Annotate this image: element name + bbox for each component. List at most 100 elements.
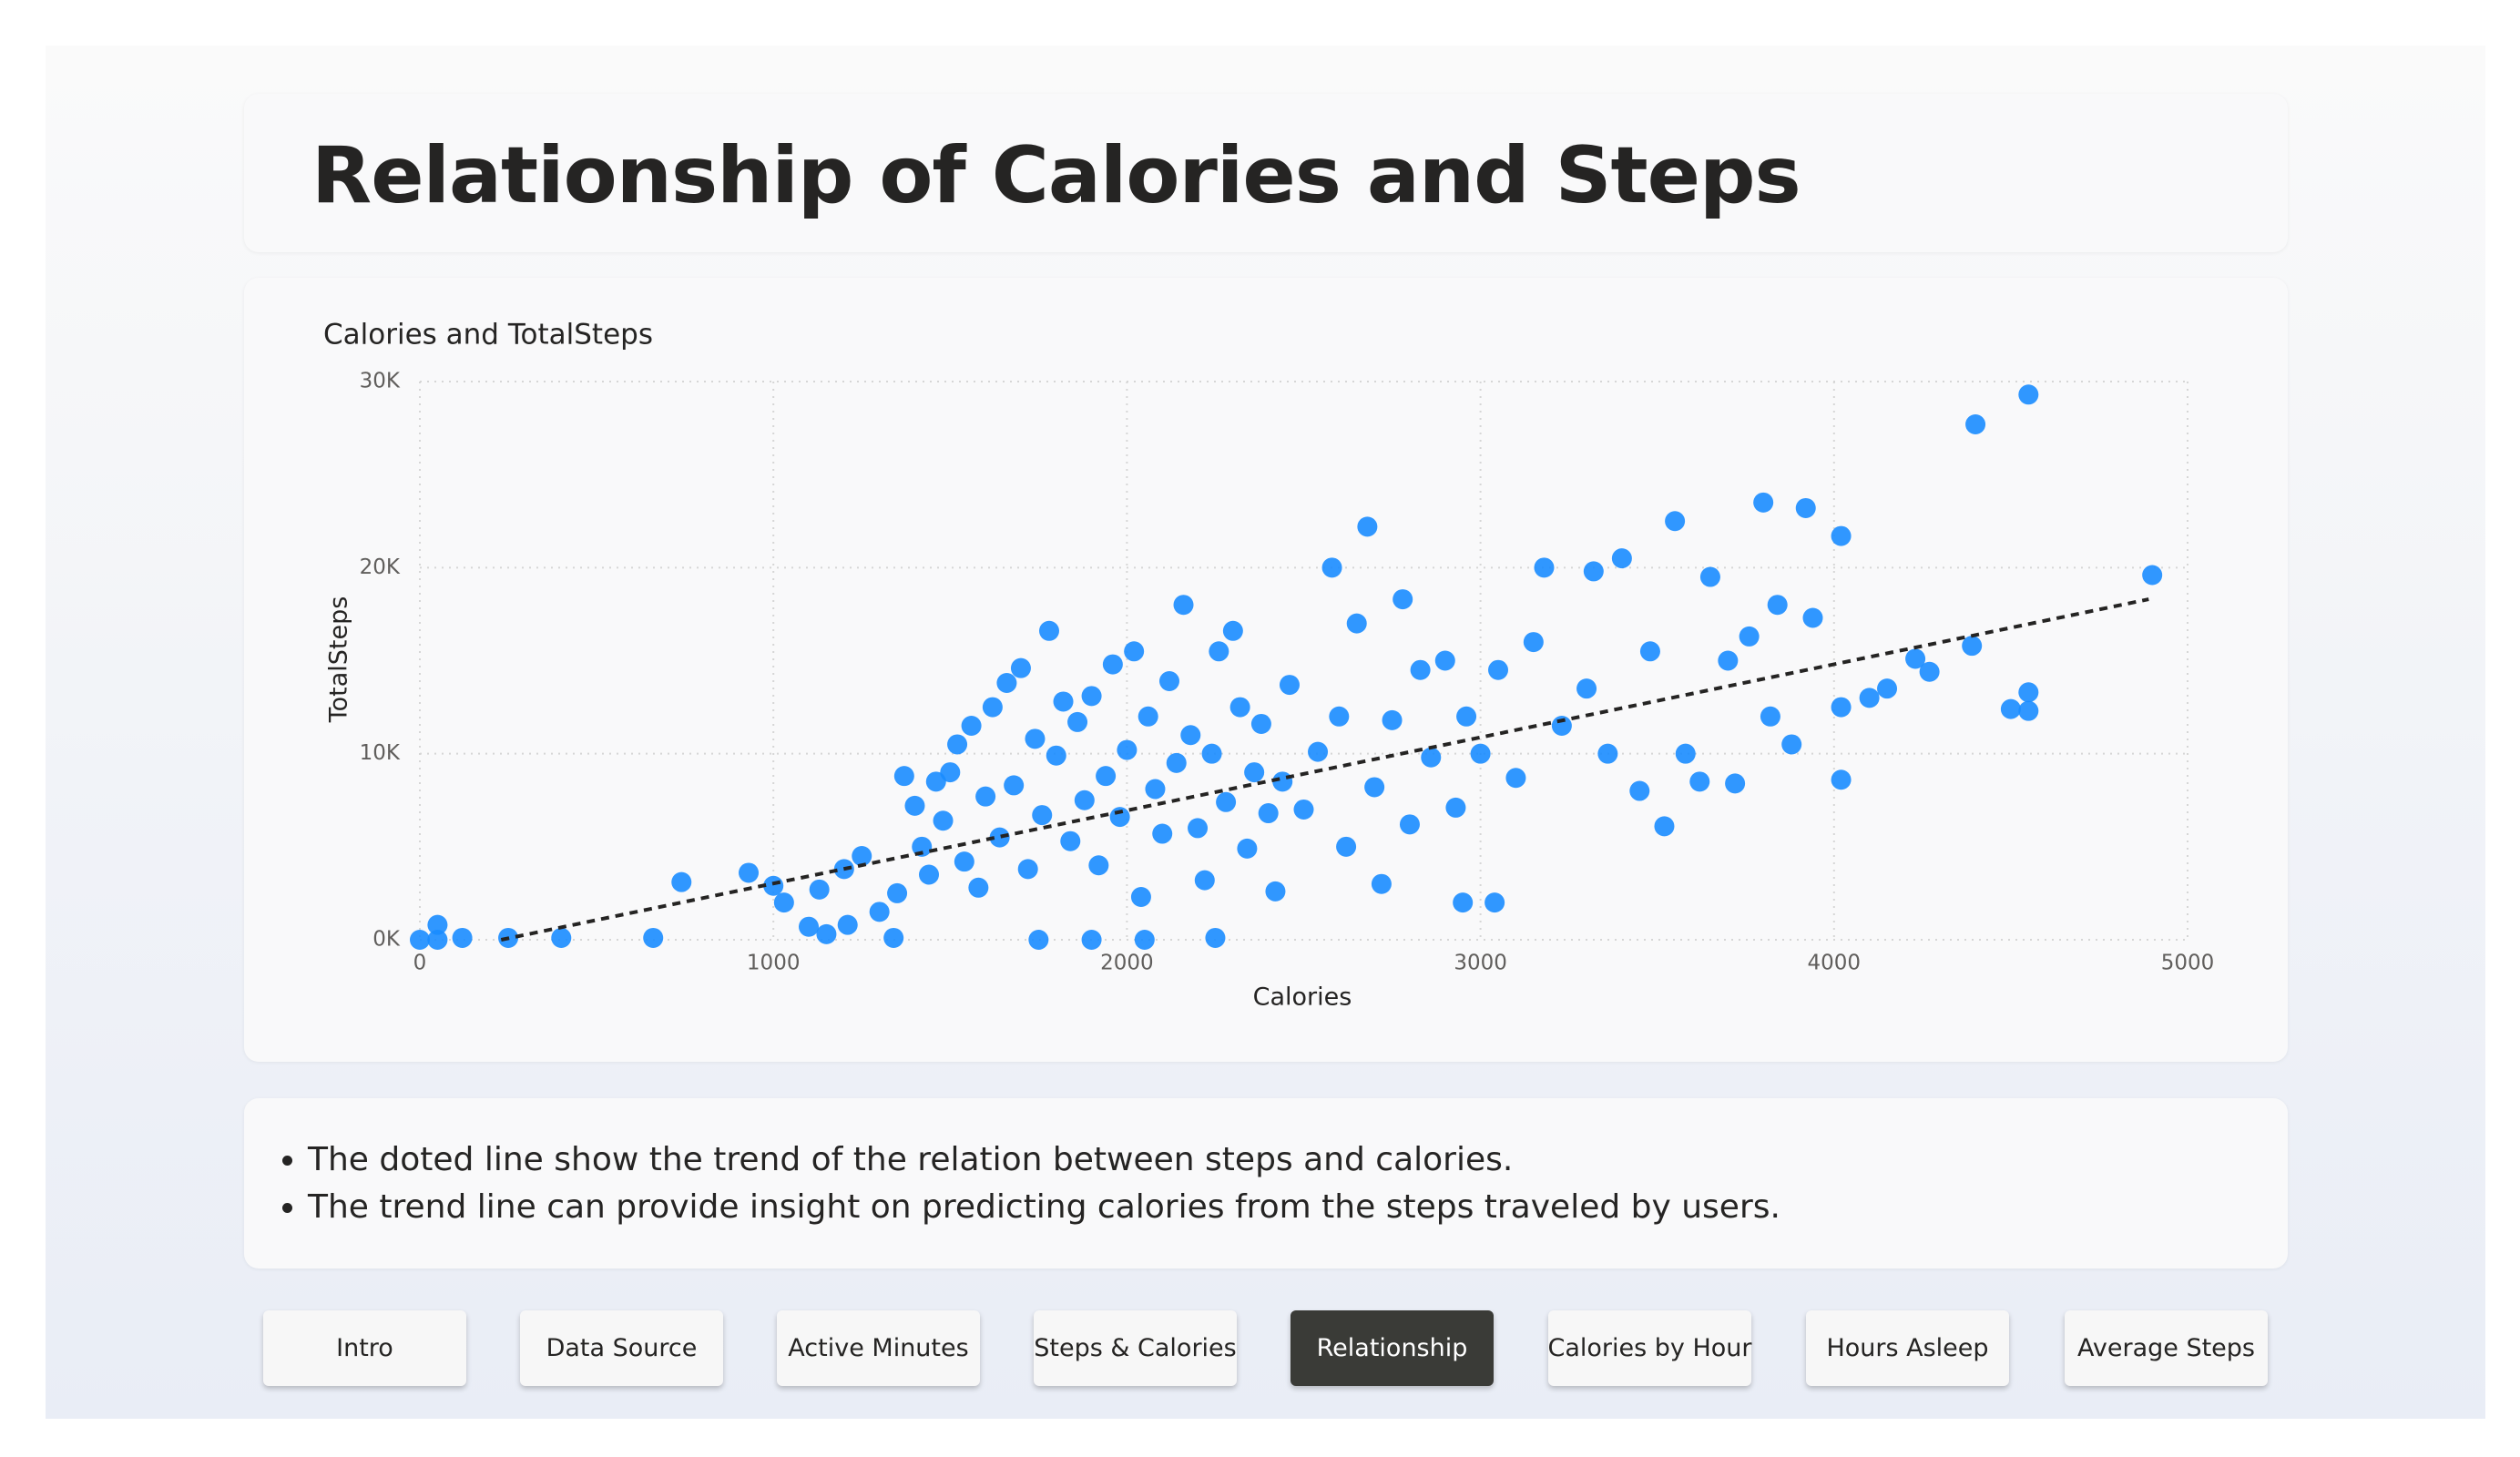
data-point [1336, 836, 1357, 857]
data-point [1410, 659, 1431, 680]
data-point [1329, 706, 1350, 727]
data-point [1877, 678, 1898, 699]
data-point [1421, 747, 1442, 768]
nav-button[interactable]: Average Steps [2065, 1310, 2268, 1386]
data-point [1346, 613, 1367, 634]
x-tick-label: 1000 [747, 952, 801, 975]
data-point [883, 927, 904, 948]
data-point [1081, 930, 1102, 950]
data-point [551, 927, 572, 948]
data-point [919, 864, 940, 885]
title-card: Relationship of Calories and Steps [244, 94, 2288, 252]
data-point [1753, 492, 1774, 513]
data-point [1760, 706, 1780, 727]
nav-button[interactable]: Relationship [1291, 1310, 1494, 1386]
data-point [1117, 739, 1138, 760]
data-point [1272, 771, 1293, 792]
data-point [1145, 779, 1166, 800]
data-point [904, 795, 925, 816]
data-point [1583, 561, 1604, 582]
trend-line [500, 597, 2149, 942]
data-point [1293, 799, 1314, 820]
data-point [1229, 697, 1250, 718]
data-point [961, 716, 982, 737]
x-tick-label: 0 [413, 952, 427, 975]
data-point [1639, 641, 1660, 662]
data-point [1109, 807, 1130, 828]
nav-button[interactable]: Calories by Hour [1548, 1310, 1752, 1386]
data-point [1130, 887, 1151, 908]
data-point [1831, 697, 1852, 718]
data-point [1010, 657, 1031, 678]
nav-button[interactable]: Intro [263, 1310, 466, 1386]
notes-card: The doted line show the trend of the rel… [244, 1098, 2288, 1269]
data-point [1393, 589, 1413, 610]
data-point [1665, 511, 1686, 532]
data-point [925, 771, 946, 792]
data-point [1028, 930, 1049, 950]
data-point [427, 914, 448, 935]
data-point [1611, 548, 1632, 569]
data-point [1859, 688, 1880, 708]
x-tick-label: 4000 [1808, 952, 1862, 975]
data-point [1152, 823, 1173, 844]
data-point [1265, 881, 1286, 902]
data-point [1689, 771, 1710, 792]
data-point [1046, 745, 1066, 766]
data-point [452, 927, 473, 948]
data-point [1781, 734, 1802, 755]
data-point [2142, 565, 2163, 586]
chart-title: Calories and TotalSteps [323, 319, 653, 352]
data-point [852, 846, 872, 867]
data-point [1802, 607, 1823, 628]
data-point [837, 914, 858, 935]
data-point [940, 762, 961, 783]
data-point [1173, 595, 1194, 616]
data-point [989, 827, 1010, 848]
data-point [887, 882, 908, 903]
data-point [773, 892, 794, 913]
data-point [1081, 686, 1102, 707]
data-point [1053, 691, 1074, 712]
y-tick-label: 30K [360, 370, 401, 393]
data-point [1725, 773, 1746, 794]
data-point [1180, 725, 1201, 746]
nav-button[interactable]: Hours Asleep [1806, 1310, 2009, 1386]
data-point [1453, 892, 1474, 913]
data-point [912, 836, 933, 857]
data-point [1919, 661, 1940, 682]
data-point [1166, 752, 1187, 773]
data-point [1965, 413, 1986, 434]
data-point [1124, 641, 1145, 662]
data-point [1158, 670, 1179, 691]
y-tick-label: 20K [360, 555, 401, 579]
data-point [1795, 497, 1816, 518]
data-point [1025, 728, 1046, 749]
data-point [739, 862, 760, 883]
data-point [816, 923, 837, 944]
nav-button[interactable]: Active Minutes [777, 1310, 980, 1386]
data-point [1484, 892, 1505, 913]
chart-card: Calories and TotalSteps Calories TotalSt… [244, 278, 2288, 1062]
nav-button[interactable]: Data Source [520, 1310, 723, 1386]
data-point [1222, 620, 1243, 641]
data-point [1699, 566, 1720, 587]
data-point [1488, 659, 1509, 680]
data-point [2018, 700, 2039, 721]
data-point [1523, 632, 1544, 653]
data-point [869, 902, 890, 922]
notes-list: The doted line show the trend of the rel… [288, 1136, 1780, 1231]
data-point [427, 930, 448, 950]
data-point [1209, 641, 1229, 662]
data-point [410, 930, 430, 950]
data-point [968, 877, 989, 898]
nav-button[interactable]: Steps & Calories [1034, 1310, 1237, 1386]
x-tick-label: 2000 [1100, 952, 1154, 975]
data-point [2000, 698, 2021, 719]
data-point [1102, 654, 1123, 675]
data-point [1905, 648, 1926, 669]
x-tick-label: 5000 [2161, 952, 2215, 975]
data-point [1505, 768, 1526, 789]
data-point [2018, 682, 2039, 703]
data-point [1088, 855, 1109, 876]
